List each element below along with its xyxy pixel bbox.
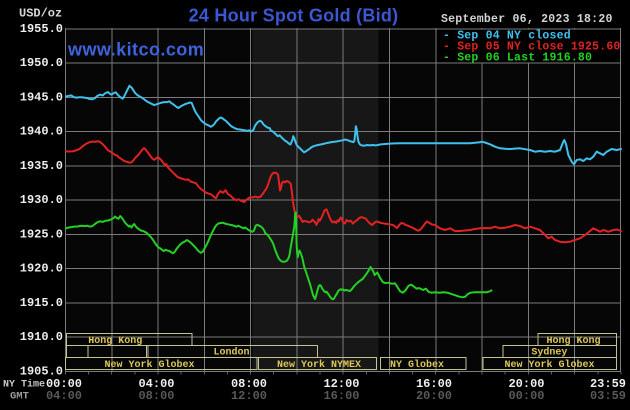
svg-text:New York Globex: New York Globex bbox=[505, 359, 595, 371]
svg-text:1920.0: 1920.0 bbox=[20, 262, 63, 276]
svg-text:00:00: 00:00 bbox=[46, 377, 82, 391]
svg-text:- Sep 06 Last 1916.80: - Sep 06 Last 1916.80 bbox=[443, 52, 592, 65]
svg-text:1915.0: 1915.0 bbox=[20, 296, 63, 310]
svg-text:NY Globex: NY Globex bbox=[390, 359, 444, 371]
svg-text:Hong Kong: Hong Kong bbox=[88, 336, 142, 347]
svg-text:1905.0: 1905.0 bbox=[20, 364, 63, 378]
svg-text:September 06, 2023 18:20: September 06, 2023 18:20 bbox=[441, 13, 613, 26]
svg-text:1935.0: 1935.0 bbox=[20, 159, 63, 173]
svg-text:GMT: GMT bbox=[10, 391, 29, 403]
svg-text:- Sep 05 NY close 1925.60: - Sep 05 NY close 1925.60 bbox=[443, 41, 621, 54]
svg-text:NY Time: NY Time bbox=[3, 379, 45, 391]
svg-text:16:00: 16:00 bbox=[416, 377, 452, 391]
svg-text:1940.0: 1940.0 bbox=[20, 125, 63, 139]
svg-text:08:00: 08:00 bbox=[231, 377, 267, 391]
svg-text:20:00: 20:00 bbox=[416, 389, 452, 403]
svg-text:03:59: 03:59 bbox=[590, 389, 626, 403]
svg-text:12:00: 12:00 bbox=[323, 377, 359, 391]
svg-text:Sydney: Sydney bbox=[531, 347, 567, 359]
svg-text:- Sep 04 NY closed: - Sep 04 NY closed bbox=[443, 30, 571, 43]
svg-text:24 Hour Spot Gold (Bid): 24 Hour Spot Gold (Bid) bbox=[189, 6, 399, 26]
svg-text:04:00: 04:00 bbox=[46, 389, 82, 403]
svg-text:1950.0: 1950.0 bbox=[20, 56, 63, 70]
svg-text:1925.0: 1925.0 bbox=[20, 227, 63, 241]
svg-text:Hong Kong: Hong Kong bbox=[547, 336, 601, 347]
svg-text:08:00: 08:00 bbox=[138, 389, 174, 403]
svg-text:00:00: 00:00 bbox=[508, 389, 544, 403]
svg-text:1945.0: 1945.0 bbox=[20, 91, 63, 105]
svg-text:04:00: 04:00 bbox=[138, 377, 174, 391]
svg-text:London: London bbox=[214, 347, 250, 359]
svg-text:USD/oz: USD/oz bbox=[19, 7, 62, 21]
svg-text:New York Globex: New York Globex bbox=[105, 359, 195, 371]
svg-text:www.kitco.com: www.kitco.com bbox=[67, 40, 204, 60]
svg-text:New York NYMEX: New York NYMEX bbox=[277, 359, 361, 371]
svg-text:20:00: 20:00 bbox=[508, 377, 544, 391]
svg-text:1930.0: 1930.0 bbox=[20, 193, 63, 207]
svg-text:16:00: 16:00 bbox=[323, 389, 359, 403]
svg-text:1955.0: 1955.0 bbox=[20, 22, 63, 36]
svg-text:23:59: 23:59 bbox=[590, 377, 626, 391]
svg-text:12:00: 12:00 bbox=[231, 389, 267, 403]
svg-text:1910.0: 1910.0 bbox=[20, 330, 63, 344]
